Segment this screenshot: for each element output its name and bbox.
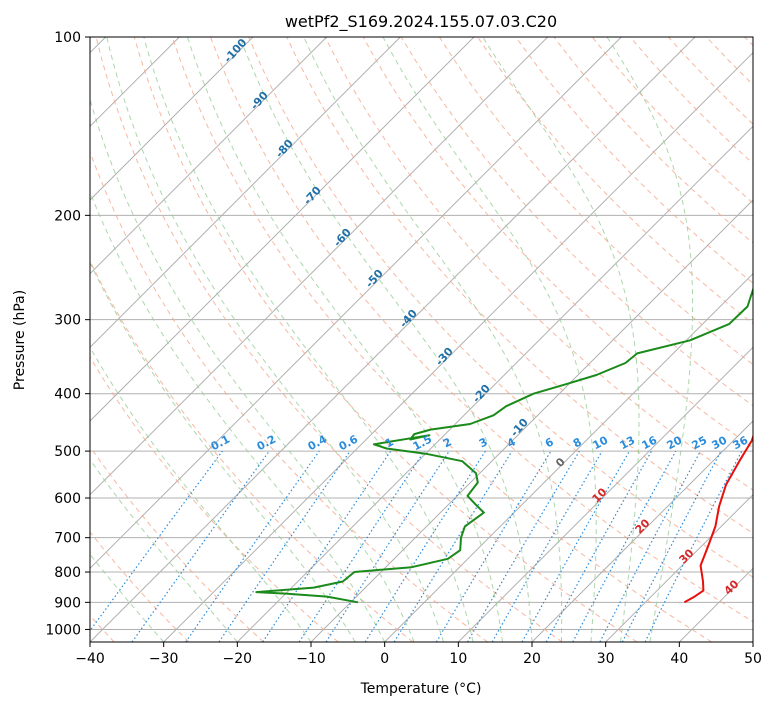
isotherm-line [90, 37, 328, 275]
y-tick-label: 300 [54, 313, 81, 329]
mixing-ratio-line [545, 450, 653, 642]
moist-adiabat [90, 346, 312, 642]
isotherm-line [90, 37, 696, 642]
dry-adiabat [90, 356, 339, 642]
isotherm-line [236, 125, 753, 642]
grid-layer [90, 37, 753, 642]
mixing-ratio-line [325, 450, 450, 642]
y-tick-label: 1000 [45, 622, 81, 638]
dry-adiabat [95, 37, 563, 642]
dry-adiabat [133, 37, 638, 642]
series-layer [255, 286, 753, 604]
axes-layer: −40 −30 −20 −10 0 10 20 30 40 50 100 200 300 400 500 60… [45, 30, 762, 667]
isotherm-line [90, 37, 622, 570]
mixing-ratio-label: 25 [690, 434, 710, 453]
dry-adiabat [210, 37, 753, 623]
x-tick-label: 0 [380, 651, 389, 667]
mixing-ratio-line [262, 450, 392, 642]
y-tick-label: 500 [54, 444, 81, 460]
mixing-ratio-line [521, 450, 631, 642]
dry-adiabat [90, 259, 414, 642]
plot-frame [89, 36, 754, 643]
isotherm-line [90, 37, 254, 201]
mixing-ratio-label: 30 [710, 433, 730, 452]
mixing-ratio-label: 13 [618, 434, 638, 453]
x-tick-label: −20 [223, 651, 253, 667]
moist-adiabat [106, 37, 445, 642]
moist-adiabat [90, 458, 238, 642]
y-tick-label: 900 [54, 595, 81, 611]
dry-adiabat [90, 531, 190, 642]
mixing-ratio-line [298, 450, 425, 642]
dry-adiabat [90, 150, 488, 642]
dry-adiabat [438, 37, 753, 366]
moist-adiabat [90, 190, 386, 642]
isotherm-line [90, 37, 401, 349]
moist-adiabat [90, 553, 165, 642]
moist-adiabat [239, 37, 533, 642]
isotherm-line [531, 420, 753, 642]
dry-adiabat [90, 445, 264, 642]
x-tick-label: 40 [670, 651, 688, 667]
x-tick-label: 50 [744, 651, 762, 667]
y-axis-label: Pressure (hPa) [12, 290, 28, 390]
mixing-ratio-label: 36 [731, 433, 751, 452]
mixing-ratio-label: 10 [591, 433, 611, 452]
x-tick-label: 20 [523, 651, 541, 667]
moist-adiabat [303, 37, 563, 642]
x-tick-label: 10 [449, 651, 467, 667]
x-tick-label: 30 [597, 651, 615, 667]
y-tick-label: 800 [54, 565, 81, 581]
x-tick-label: −40 [75, 651, 105, 667]
mixing-ratio-label: 20 [665, 433, 685, 452]
dry-adiabats-layer [90, 37, 753, 642]
y-tick-label: 400 [54, 387, 81, 403]
isotherm-line [605, 493, 753, 642]
isotherm-line [90, 37, 549, 496]
mixing-ratio-line [644, 450, 743, 642]
moist-adiabat [382, 37, 597, 642]
isotherm-line [457, 346, 753, 642]
x-tick-label: −10 [296, 651, 326, 667]
isotherm-line [384, 272, 753, 642]
mixing-ratio-line [393, 450, 513, 642]
y-tick-label: 200 [54, 208, 81, 224]
mixing-ratio-line [572, 450, 677, 642]
mixing-ratio-label: 16 [640, 433, 660, 452]
chart-title: wetPf2_S169.2024.155.07.03.C20 [285, 12, 557, 32]
moist-adiabats-layer [90, 37, 694, 642]
y-tick-label: 700 [54, 531, 81, 547]
moist-adiabat [482, 37, 640, 642]
mixing-ratio-line [90, 450, 223, 632]
x-tick-label: −30 [149, 651, 179, 667]
y-tick-label: 100 [54, 30, 81, 46]
dry-adiabat [248, 37, 753, 578]
mixing-ratio-line [131, 450, 270, 642]
y-tick-label: 600 [54, 491, 81, 507]
dry-adiabat [171, 37, 712, 642]
moist-adiabat [90, 97, 415, 642]
dry-adiabat [400, 37, 753, 407]
mixing-ratio-line [185, 450, 320, 642]
moist-adiabat [606, 37, 694, 642]
x-axis-label: Temperature (°C) [360, 681, 482, 697]
isotherm-line [90, 37, 475, 422]
temperature-profile-line [683, 433, 753, 604]
isotherm-line [163, 51, 753, 642]
mixing-ratio-line [218, 450, 351, 642]
dewpoint-profile-line [255, 286, 753, 604]
dry-adiabat [286, 37, 753, 534]
moist-adiabat [187, 37, 503, 642]
mixing-ratio-layer [90, 450, 743, 642]
moist-adiabat [143, 37, 474, 642]
moist-adiabat [90, 261, 356, 642]
dry-adiabat [515, 37, 753, 284]
